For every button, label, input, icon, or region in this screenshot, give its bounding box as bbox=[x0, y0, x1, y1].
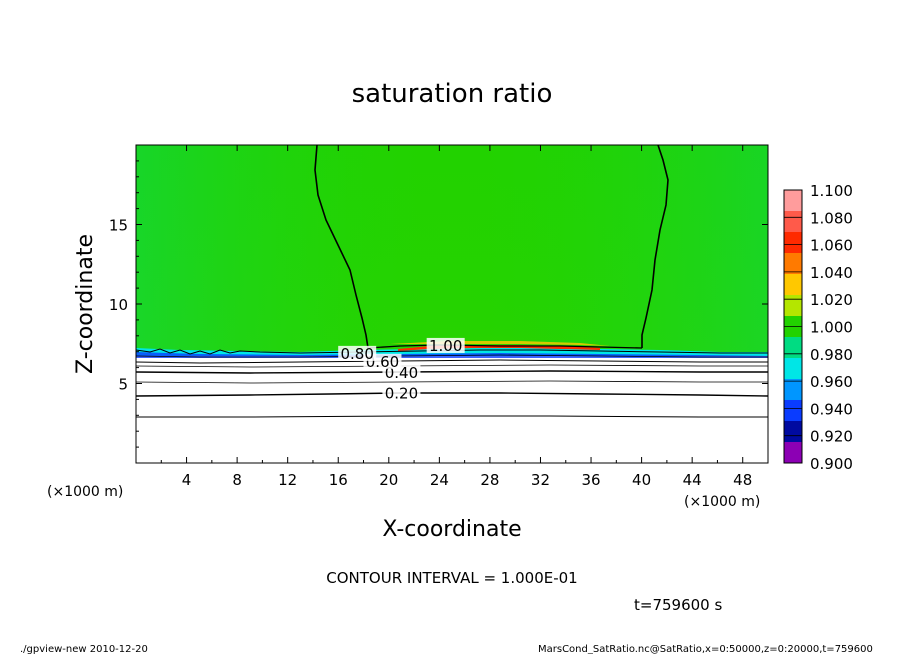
y-axis-ticks: 5 10 15 bbox=[109, 160, 768, 448]
y-tick-label-1: 10 bbox=[109, 296, 128, 314]
contour-label-3: 0.80 bbox=[340, 345, 373, 363]
contour-label-bg-0 bbox=[382, 385, 421, 401]
colorbar-label-2: 1.060 bbox=[810, 237, 853, 255]
colorbar-label-10: 0.900 bbox=[810, 455, 853, 473]
chart-title: saturation ratio bbox=[352, 79, 553, 109]
colorbar-swatch-3 bbox=[784, 253, 802, 275]
footer-left: ./gpview-new 2010-12-20 bbox=[20, 644, 148, 654]
contour-0-50 bbox=[136, 364, 768, 368]
colorbar-swatch-2 bbox=[784, 232, 802, 254]
colorbar-label-4: 1.020 bbox=[810, 291, 853, 309]
time-stamp: t=759600 s bbox=[634, 596, 722, 614]
contour-1-00-surface bbox=[367, 344, 643, 349]
x-tick-label-10: 44 bbox=[683, 471, 702, 489]
x-tick-label-7: 32 bbox=[531, 471, 550, 489]
x-tick-label-1: 8 bbox=[232, 471, 242, 489]
colorbar-swatch-11 bbox=[784, 421, 802, 443]
colorbar-swatch-0 bbox=[784, 190, 802, 212]
x-axis-label: X-coordinate bbox=[382, 517, 521, 542]
colorbar-label-9: 0.920 bbox=[810, 428, 853, 446]
colorbar-label-7: 0.960 bbox=[810, 373, 853, 391]
contour-labels: 0.200.400.600.80 1.00 bbox=[338, 337, 465, 403]
x-tick-label-0: 4 bbox=[182, 471, 192, 489]
contour-label-bg-4 bbox=[426, 337, 465, 353]
x-tick-label-8: 36 bbox=[581, 471, 600, 489]
field-dry-region bbox=[136, 353, 768, 463]
contour-1-00-left bbox=[314, 145, 369, 349]
colorbar-label-8: 0.940 bbox=[810, 400, 853, 418]
footer-right: MarsCond_SatRatio.nc@SatRatio,x=0:50000,… bbox=[538, 644, 873, 654]
contour-0-10 bbox=[136, 415, 768, 418]
plot-field bbox=[136, 145, 768, 463]
x-axis-unit-left: (×1000 m) bbox=[47, 484, 123, 500]
colorbar-label-5: 1.000 bbox=[810, 319, 853, 337]
colorbar-swatch-12 bbox=[784, 442, 802, 464]
colorbar-swatch-10 bbox=[784, 400, 802, 422]
x-axis-unit-right: (×1000 m) bbox=[684, 494, 760, 510]
colorbar-swatch-4 bbox=[784, 274, 802, 296]
contour-interval-note: CONTOUR INTERVAL = 1.000E-01 bbox=[326, 569, 577, 587]
colorbar-label-3: 1.040 bbox=[810, 264, 853, 282]
x-tick-label-5: 24 bbox=[430, 471, 449, 489]
y-axis-label: Z-coordinate bbox=[73, 234, 98, 374]
x-tick-label-4: 20 bbox=[379, 471, 398, 489]
contour-0-60 bbox=[136, 359, 768, 364]
colorbar-label-0: 1.100 bbox=[810, 182, 853, 200]
contour-0-20 bbox=[136, 392, 768, 397]
contour-label-4: 1.00 bbox=[429, 337, 462, 355]
x-tick-label-6: 28 bbox=[480, 471, 499, 489]
contour-0-70 bbox=[136, 354, 768, 358]
x-tick-label-11: 48 bbox=[733, 471, 752, 489]
x-tick-label-9: 40 bbox=[632, 471, 651, 489]
colorbar-swatch-1 bbox=[784, 211, 802, 233]
colorbar-label-1: 1.080 bbox=[810, 209, 853, 227]
colorbar-swatch-7 bbox=[784, 337, 802, 359]
contour-0-80 bbox=[136, 348, 768, 355]
contour-0-40 bbox=[136, 370, 768, 374]
x-tick-label-3: 16 bbox=[329, 471, 348, 489]
contour-0-30 bbox=[136, 380, 768, 384]
y-tick-label-2: 15 bbox=[109, 217, 128, 235]
contour-1-00-right bbox=[641, 145, 669, 348]
y-tick-label-0: 5 bbox=[118, 376, 128, 394]
colorbar-swatch-5 bbox=[784, 295, 802, 317]
colorbar-label-6: 0.980 bbox=[810, 346, 853, 364]
contour-label-bg-3 bbox=[338, 345, 377, 361]
colorbar-swatch-9 bbox=[784, 379, 802, 401]
x-tick-label-2: 12 bbox=[278, 471, 297, 489]
colorbar: 1.100 1.080 1.060 1.040 1.020 1.000 0.980 0.960… bbox=[783, 182, 853, 473]
colorbar-swatch-8 bbox=[784, 358, 802, 380]
contour-label-0: 0.20 bbox=[385, 385, 418, 403]
x-axis-ticks: 4 8 12 16 20 24 28 32 36 40 44 48 bbox=[160, 145, 752, 489]
